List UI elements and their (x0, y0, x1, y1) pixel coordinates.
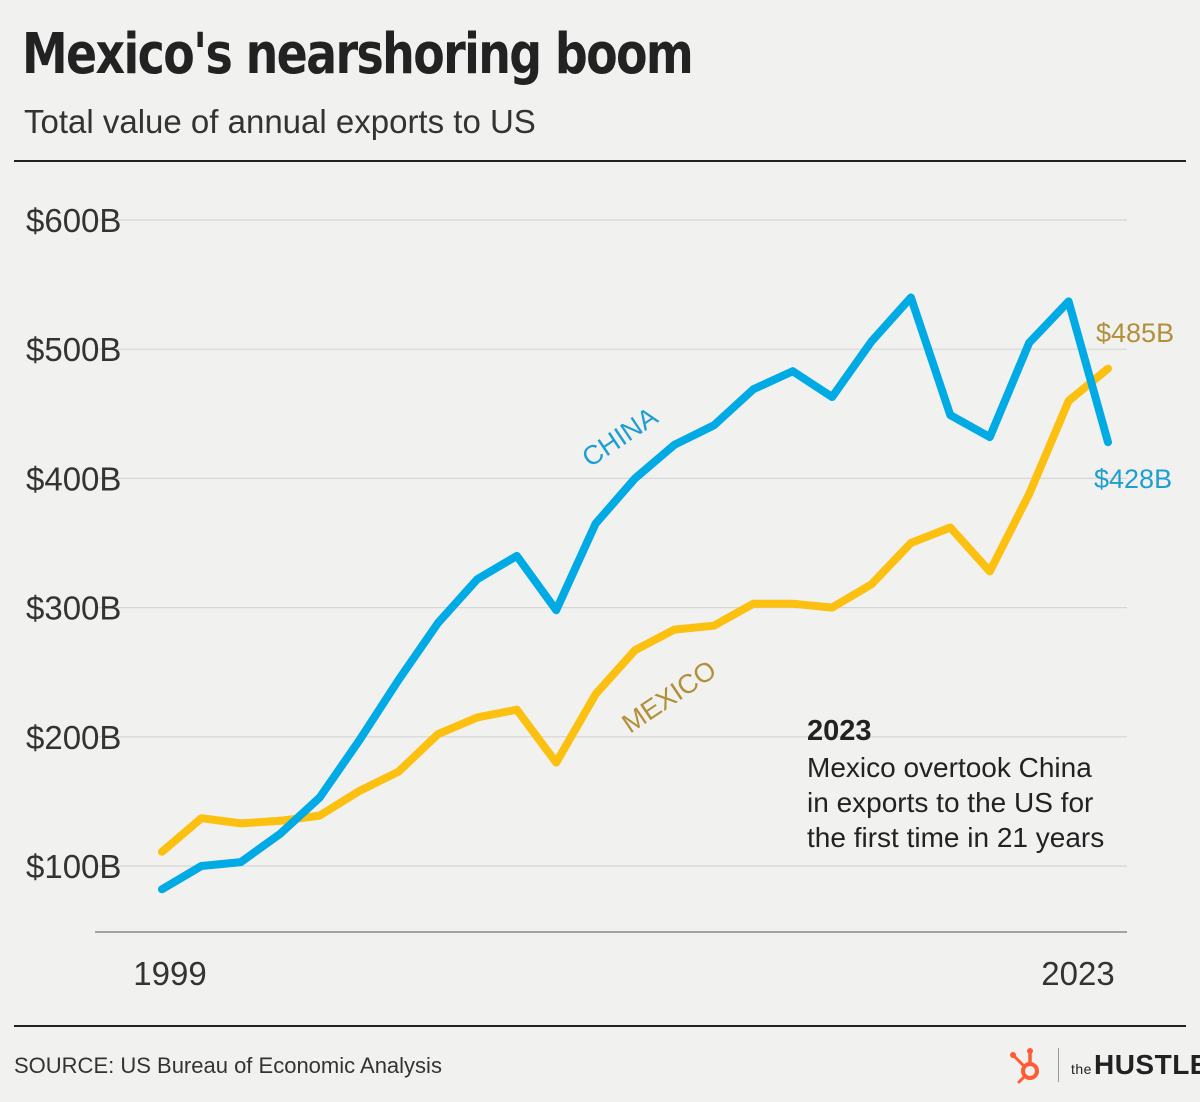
y-tick-label: $100B (26, 848, 121, 885)
hustle-wordmark: the HUSTLE (1071, 1049, 1200, 1081)
y-tick-label: $200B (26, 719, 121, 756)
hubspot-sprocket-icon (1010, 1048, 1039, 1084)
end-label-china: $428B (1094, 464, 1172, 494)
annotation-line: in exports to the US for (807, 787, 1093, 818)
annotation-heading: 2023 (807, 715, 872, 747)
chart-subtitle: Total value of annual exports to US (24, 103, 536, 140)
wordmark-the: the (1071, 1061, 1092, 1077)
footer-divider (14, 1025, 1186, 1027)
chart-title: Mexico's nearshoring boom (22, 22, 694, 87)
series-line-china (158, 293, 1112, 894)
brand-logo: the HUSTLE (1008, 1043, 1200, 1087)
series-line-mexico (158, 364, 1112, 856)
y-tick-label: $500B (26, 331, 121, 368)
end-label-mexico: $485B (1096, 318, 1174, 348)
logo-divider (1058, 1048, 1059, 1082)
annotation-line: Mexico overtook China (807, 752, 1092, 783)
y-tick-label: $400B (26, 460, 121, 497)
source-note: SOURCE: US Bureau of Economic Analysis (14, 1053, 442, 1078)
header-divider (14, 160, 1186, 162)
series-label-mexico: MEXICO (617, 655, 722, 739)
y-tick-label: $300B (26, 590, 121, 627)
annotation-line: the first time in 21 years (807, 822, 1104, 853)
wordmark-name: HUSTLE (1093, 1049, 1200, 1080)
x-tick-label: 2023 (1041, 955, 1114, 992)
x-tick-label: 1999 (133, 955, 206, 992)
y-tick-label: $600B (26, 202, 121, 239)
